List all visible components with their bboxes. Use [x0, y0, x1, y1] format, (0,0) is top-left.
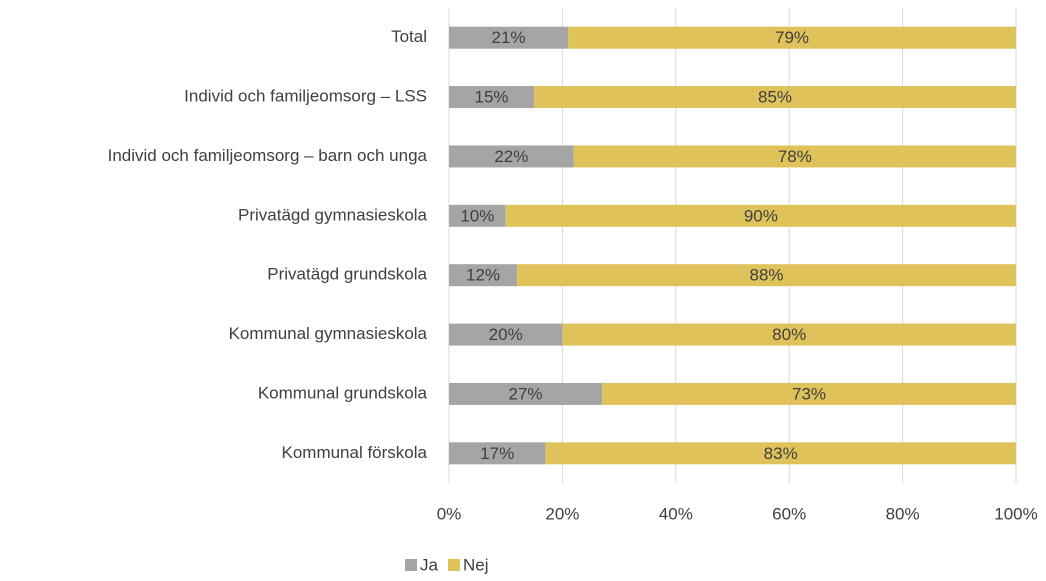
- x-tick-label: 100%: [994, 504, 1037, 523]
- legend-label: Ja: [420, 555, 439, 574]
- y-tick-label: Individ och familjeomsorg – LSS: [184, 87, 427, 106]
- y-tick-label: Individ och familjeomsorg – barn och ung…: [108, 146, 428, 165]
- bar-segment: [449, 204, 506, 227]
- data-label: 22%: [494, 147, 528, 166]
- data-label: 78%: [778, 147, 812, 166]
- bar-segment: [562, 323, 1016, 346]
- data-label: 83%: [764, 444, 798, 463]
- bar-segment: [573, 145, 1016, 168]
- bar-segment: [545, 442, 1016, 465]
- y-tick-label: Total: [391, 27, 427, 46]
- data-label: 73%: [792, 384, 826, 403]
- data-label: 79%: [775, 28, 809, 47]
- bar-segment: [449, 26, 569, 49]
- data-label: 21%: [492, 28, 526, 47]
- y-tick-label: Kommunal grundskola: [258, 383, 428, 402]
- data-label: 15%: [475, 88, 509, 107]
- bar-segment: [449, 86, 535, 109]
- data-label: 85%: [758, 88, 792, 107]
- x-tick-label: 60%: [772, 504, 806, 523]
- legend-label: Nej: [463, 555, 489, 574]
- y-tick-label: Kommunal förskola: [281, 443, 427, 462]
- x-tick-label: 80%: [886, 504, 920, 523]
- bar-segment: [517, 264, 1016, 287]
- x-tick-label: 0%: [437, 504, 462, 523]
- data-label: 88%: [750, 266, 784, 285]
- bar-segment: [505, 204, 1016, 227]
- y-tick-label: Privatägd grundskola: [267, 265, 427, 284]
- data-label: 12%: [466, 266, 500, 285]
- y-tick-label: Kommunal gymnasieskola: [229, 324, 428, 343]
- bar-segment: [449, 382, 603, 405]
- bar-segment: [602, 382, 1016, 405]
- bar-segment: [449, 264, 518, 287]
- x-tick-label: 20%: [545, 504, 579, 523]
- bar-segment: [449, 442, 546, 465]
- y-tick-label: Privatägd gymnasieskola: [238, 205, 428, 224]
- bar-segment: [449, 323, 563, 346]
- data-label: 90%: [744, 206, 778, 225]
- data-label: 80%: [772, 325, 806, 344]
- data-label: 20%: [489, 325, 523, 344]
- legend-swatch: [447, 559, 460, 571]
- data-label: 10%: [460, 206, 494, 225]
- data-label: 27%: [509, 384, 543, 403]
- bar-segment: [449, 145, 574, 168]
- bar-segment: [534, 86, 1016, 109]
- data-label: 17%: [480, 444, 514, 463]
- legend-swatch: [405, 559, 417, 571]
- x-tick-label: 40%: [659, 504, 693, 523]
- bar-segment: [568, 26, 1016, 49]
